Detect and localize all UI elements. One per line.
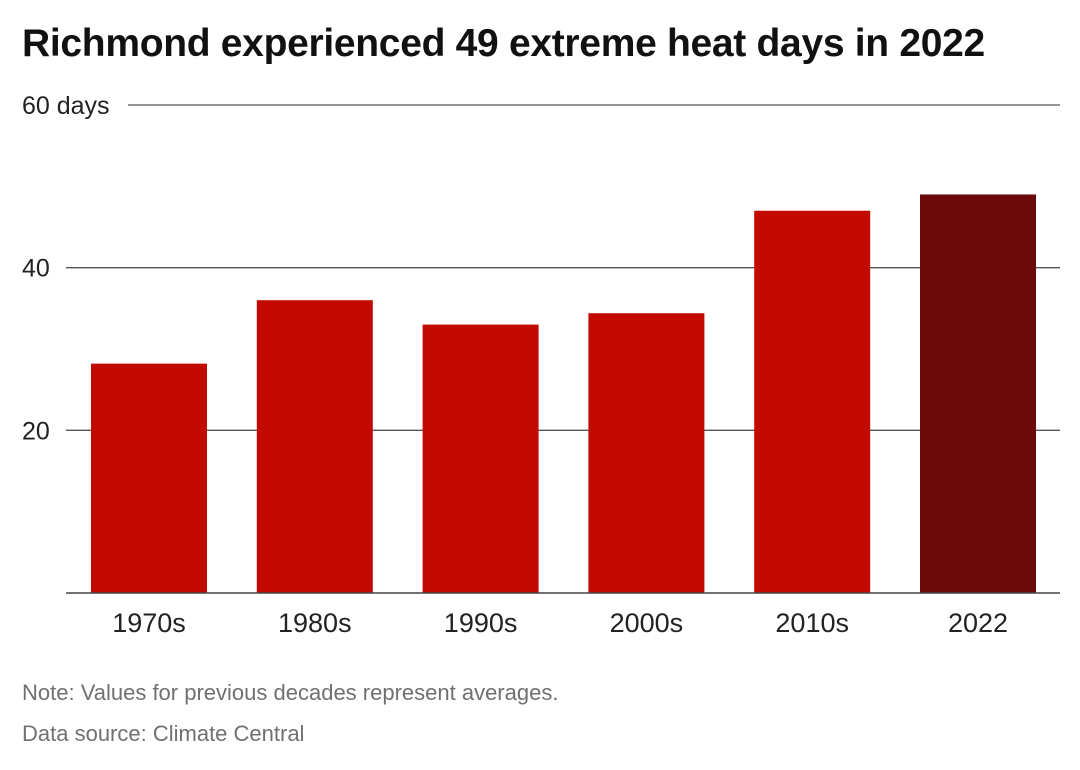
x-tick-label: 1970s (112, 608, 186, 638)
x-tick-label: 2000s (610, 608, 684, 638)
y-tick-label: 60 days (22, 92, 110, 120)
y-tick-label: 20 (22, 417, 50, 445)
x-tick-label: 2022 (948, 608, 1008, 638)
data-source: Data source: Climate Central (22, 721, 305, 746)
x-tick-label: 1980s (278, 608, 352, 638)
bar-2000s (588, 313, 705, 593)
bar-2022 (920, 194, 1036, 593)
chart-note: Note: Values for previous decades repres… (22, 680, 559, 705)
chart-title: Richmond experienced 49 extreme heat day… (22, 22, 985, 65)
x-tick-label: 2010s (775, 608, 849, 638)
y-tick-label: 40 (22, 255, 50, 283)
bar-1970s (91, 363, 207, 593)
x-tick-label: 1990s (444, 608, 518, 638)
bar-1990s (422, 324, 539, 593)
bar-1980s (256, 300, 373, 593)
bar-2010s (754, 210, 871, 593)
